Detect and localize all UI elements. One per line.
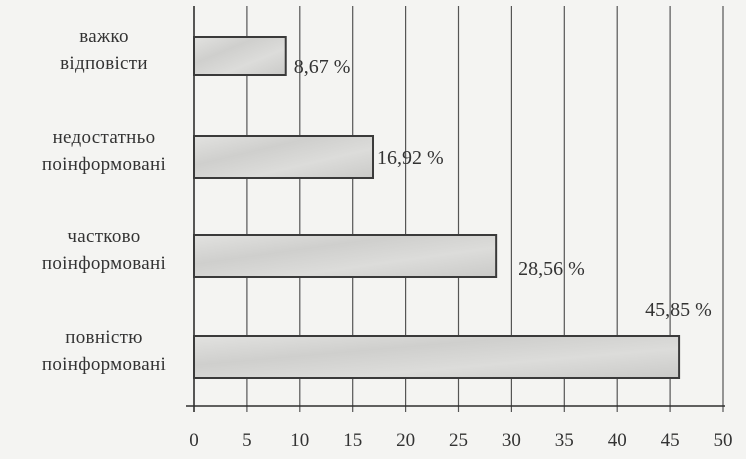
data-label: 45,85 % (645, 299, 712, 321)
x-tick-label: 50 (714, 430, 733, 451)
data-label: 16,92 % (377, 147, 444, 169)
bars (193, 36, 681, 379)
x-tick-label: 45 (661, 430, 680, 451)
x-tick-label: 5 (242, 430, 252, 451)
category-label: недостатньо поінформовані (42, 127, 166, 175)
data-label: 8,67 % (294, 56, 351, 78)
x-tick-label: 20 (396, 430, 415, 451)
category-label: повністю поінформовані (42, 327, 166, 375)
bar (193, 335, 681, 379)
grid-lines (246, 6, 724, 412)
x-tick-label: 25 (449, 430, 468, 451)
data-label: 28,56 % (518, 258, 585, 280)
bar (193, 36, 287, 76)
x-tick-label: 40 (608, 430, 627, 451)
x-tick-label: 10 (290, 430, 309, 451)
labels: 0 5 10 15 20 25 30 35 40 45 50 8,67 % важко відповіст… (42, 26, 733, 451)
bar (193, 135, 375, 179)
x-tick-label: 35 (555, 430, 574, 451)
x-tick-label: 30 (502, 430, 521, 451)
x-tick-label: 0 (189, 430, 199, 451)
bar (193, 234, 498, 278)
category-label: важко відповісти (60, 26, 148, 74)
x-tick-label: 15 (343, 430, 362, 451)
category-label: частково поінформовані (42, 226, 166, 274)
